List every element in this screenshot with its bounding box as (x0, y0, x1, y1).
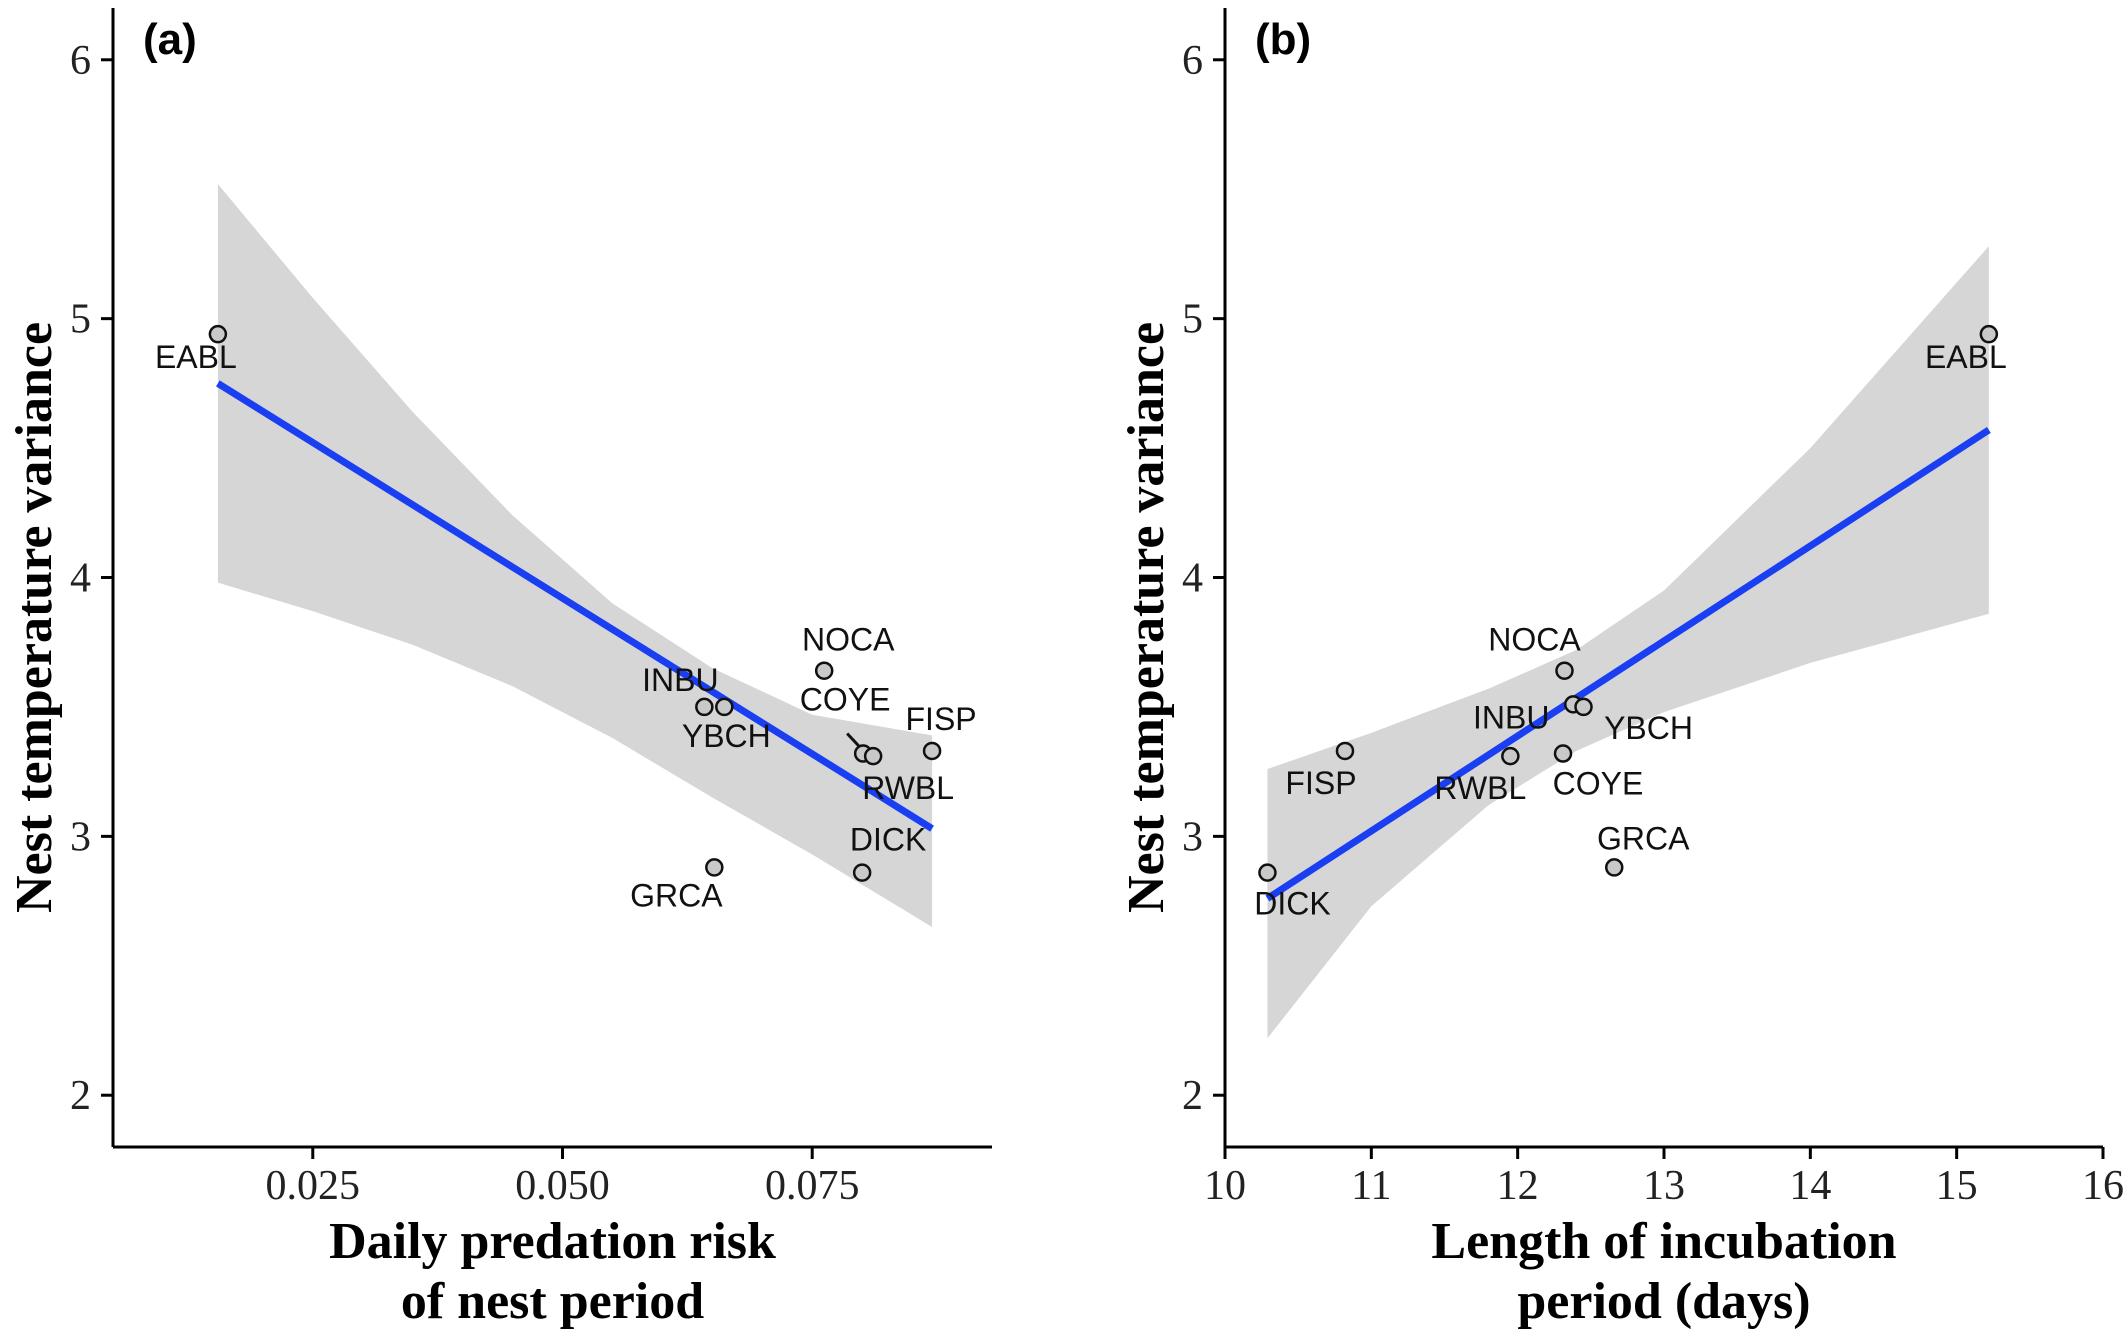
x-tick-label: 0.075 (765, 1163, 860, 1209)
data-point-ybch (1574, 697, 1593, 717)
point-label-dick: DICK (1254, 886, 1330, 922)
point-label-noca: NOCA (1488, 622, 1581, 658)
x-axis-title-line: period (days) (1517, 1273, 1810, 1330)
panel-label: (b) (1255, 15, 1311, 64)
point-label-rwbl: RWBL (1434, 770, 1526, 806)
y-tick-label: 3 (70, 814, 91, 860)
data-point-rwbl (863, 746, 883, 766)
y-tick-label: 3 (1182, 814, 1203, 860)
regression-line (216, 380, 934, 832)
x-axis-title-line: of nest period (401, 1273, 704, 1330)
x-tick-label: 0.025 (266, 1163, 361, 1209)
x-tick-label: 15 (1936, 1163, 1978, 1209)
data-point-dick (1258, 863, 1277, 882)
data-point-inbu (695, 697, 714, 717)
y-tick-label: 4 (1182, 556, 1203, 602)
x-tick-label: 13 (1643, 1163, 1685, 1209)
x-tick-label: 0.050 (515, 1163, 610, 1209)
y-axis-title: Nest temperature variance (6, 322, 63, 913)
data-point-fisp (1335, 741, 1355, 761)
data-point-grca (1604, 858, 1624, 877)
data-point-eabl (1979, 324, 1999, 344)
data-point-ybch (715, 697, 734, 717)
data-point-coye (1553, 744, 1573, 763)
x-axis-title-line: Length of incubation (1431, 1213, 1896, 1270)
point-label-ybch: YBCH (1604, 710, 1693, 746)
point-label-dick: DICK (850, 822, 926, 858)
y-tick-label: 2 (70, 1073, 91, 1119)
data-point-fisp (922, 741, 942, 761)
y-tick-label: 6 (70, 38, 91, 84)
point-label-inbu: INBU (642, 662, 718, 698)
point-label-eabl: EABL (1925, 339, 2007, 375)
x-tick-label: 11 (1351, 1163, 1391, 1209)
y-tick-label: 2 (1182, 1073, 1203, 1119)
x-tick-label: 14 (1789, 1163, 1831, 1209)
x-tick-label: 16 (2082, 1163, 2124, 1209)
point-label-grca: GRCA (630, 877, 723, 913)
data-point-noca (1555, 661, 1574, 680)
panel-label: (a) (143, 15, 197, 64)
y-axis-title: Nest temperature variance (1118, 322, 1175, 913)
point-label-fisp: FISP (906, 701, 977, 737)
x-tick-label: 10 (1204, 1163, 1246, 1209)
data-point-rwbl (1501, 746, 1520, 766)
point-label-noca: NOCA (802, 622, 895, 658)
y-tick-label: 6 (1182, 38, 1203, 84)
data-point-grca (705, 858, 724, 877)
data-point-eabl (208, 324, 228, 344)
data-point-noca (814, 661, 834, 680)
x-axis-title-line: Daily predation risk (329, 1213, 776, 1270)
confidence-band (1267, 246, 1989, 1039)
point-label-inbu: INBU (1473, 699, 1549, 735)
y-tick-label: 4 (70, 556, 91, 602)
point-label-coye: COYE (800, 682, 891, 718)
point-label-rwbl: RWBL (862, 770, 954, 806)
data-point-dick (852, 863, 872, 882)
point-label-grca: GRCA (1597, 820, 1690, 856)
panel-b-incubation-length: 2 3 4 5 6 10 11 12 13 14 15 16 Nest temperature vari… (1118, 8, 2124, 1330)
panel-a-predation-risk: 2 3 4 5 6 0.025 0.050 0.075 Nest temperature var… (6, 8, 992, 1330)
point-label-ybch: YBCH (682, 718, 771, 754)
y-tick-label: 5 (70, 297, 91, 343)
point-label-coye: COYE (1553, 766, 1644, 802)
point-label-fisp: FISP (1285, 765, 1356, 801)
regression-line (1265, 427, 1991, 902)
x-tick-label: 12 (1497, 1163, 1539, 1209)
point-label-eabl: EABL (155, 339, 237, 375)
y-tick-label: 5 (1182, 297, 1203, 343)
confidence-band (217, 184, 933, 927)
